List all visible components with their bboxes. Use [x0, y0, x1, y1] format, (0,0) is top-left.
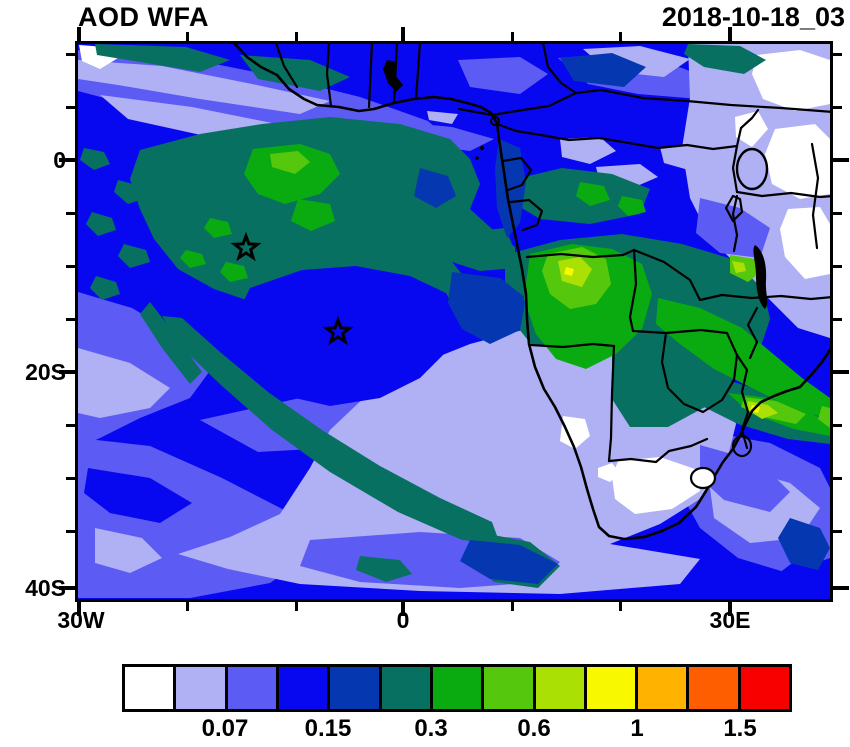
colorbar-label-3: 0.6: [517, 715, 551, 742]
x-axis-label-0: 0: [396, 607, 410, 633]
axis-tick: [833, 530, 842, 533]
colorbar-cell-0: [122, 664, 177, 712]
axis-tick: [833, 318, 842, 321]
principe-island: [475, 156, 479, 160]
axis-tick: [511, 32, 514, 41]
axis-tick: [401, 27, 405, 41]
star-1-marker: [230, 231, 262, 262]
country-borders: [275, 44, 830, 464]
sao-tome-island: [479, 145, 485, 151]
axis-tick: [186, 602, 189, 611]
colorbar-cell-5: [378, 664, 433, 712]
axis-tick: [833, 586, 849, 590]
axis-tick: [401, 602, 405, 616]
axis-tick: [66, 477, 75, 480]
axis-tick: [295, 32, 298, 41]
axis-tick: [833, 106, 842, 109]
axis-tick: [59, 370, 75, 374]
axis-tick: [66, 106, 75, 109]
colorbar-cell-4: [327, 664, 382, 712]
y-axis-label-20s: 20S: [25, 359, 66, 385]
axis-tick: [66, 424, 75, 427]
lake-malawi: [753, 245, 768, 309]
axis-tick: [66, 212, 75, 215]
colorbar-cell-6: [429, 664, 485, 712]
colorbar-cell-3: [275, 664, 331, 712]
colorbar-label-2: 0.3: [414, 715, 448, 742]
axis-tick: [833, 158, 849, 162]
axis-tick: [59, 586, 75, 590]
axis-tick: [728, 602, 732, 616]
star-2-marker: [322, 315, 354, 346]
colorbar-cell-11: [686, 664, 741, 712]
axis-tick: [619, 32, 622, 41]
axis-tick: [511, 602, 514, 611]
x-axis-label-30w: 30W: [57, 607, 105, 633]
colorbar-label-5: 1.5: [723, 715, 757, 742]
axis-tick: [59, 158, 75, 162]
colorbar-cell-8: [532, 664, 587, 712]
axis-tick: [833, 370, 849, 374]
axis-tick: [833, 212, 842, 215]
aod-white-layer: [79, 45, 830, 514]
bioko-island: [490, 116, 500, 126]
lesotho-outline: [689, 466, 717, 490]
colorbar-cell-12: [737, 664, 793, 712]
aod-field: [78, 44, 830, 599]
axis-tick: [619, 602, 622, 611]
colorbar-label-1: 0.15: [304, 715, 352, 742]
colorbar-cell-10: [635, 664, 690, 712]
y-axis-label-0: 0: [0, 147, 66, 173]
axis-tick: [295, 602, 298, 611]
plot-timestamp: 2018-10-18_03: [661, 2, 845, 32]
map-frame: [75, 41, 833, 602]
aod-navy-layer: [414, 53, 830, 584]
colorbar-cell-2: [224, 664, 279, 712]
swaziland-outline: [731, 434, 753, 458]
axis-tick: [66, 530, 75, 533]
colorbar-label-0: 0.07: [201, 715, 249, 742]
axis-tick: [186, 32, 189, 41]
axis-tick: [66, 265, 75, 268]
y-axis-label-40s: 40S: [25, 575, 66, 601]
axis-tick: [77, 602, 81, 616]
lakes-and-islands: [383, 60, 769, 490]
axis-tick: [833, 477, 842, 480]
axis-tick: [77, 27, 81, 41]
colorbar-cell-9: [583, 664, 639, 712]
aod-blue-layer: [84, 266, 830, 596]
colorbar: [122, 664, 793, 712]
aod-lavender-layer: [78, 44, 830, 594]
colorbar-cell-1: [173, 664, 228, 712]
axis-tick: [833, 424, 842, 427]
lake-victoria: [735, 147, 769, 191]
axis-tick: [833, 53, 842, 56]
axis-tick: [66, 53, 75, 56]
axis-tick: [833, 265, 842, 268]
colorbar-label-4: 1: [630, 715, 644, 742]
axis-tick: [66, 318, 75, 321]
lake-volta: [383, 60, 403, 92]
plot-title: AOD WFA: [78, 2, 209, 32]
colorbar-cell-7: [481, 664, 536, 712]
axis-tick: [728, 27, 732, 41]
